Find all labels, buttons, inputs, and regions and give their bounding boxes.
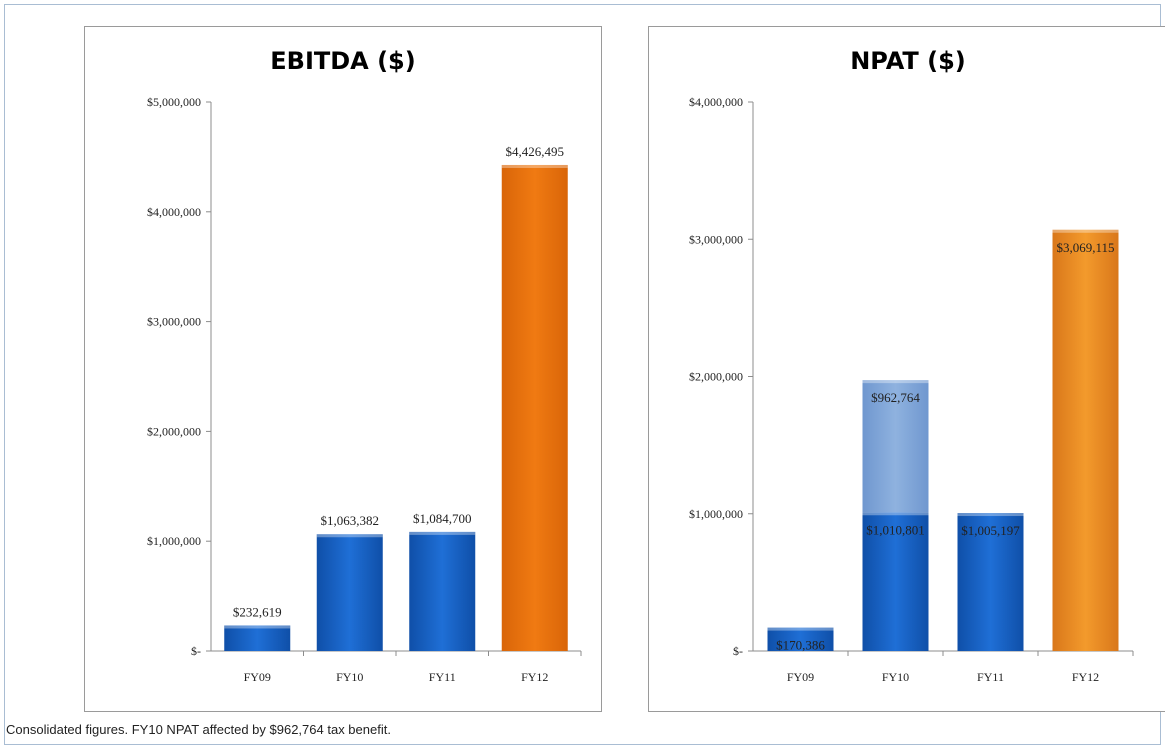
npat-bar-fy11	[957, 513, 1024, 651]
npat-chart-title: NPAT ($)	[850, 47, 966, 75]
y-tick-label: $5,000,000	[147, 95, 201, 109]
y-tick-label: $-	[733, 644, 743, 658]
data-label: $1,010,801	[866, 522, 925, 537]
data-label: $4,426,495	[506, 144, 565, 159]
npat-chart-panel: NPAT ($) $- $1,000,000 $2,000,000 $3,000,00…	[648, 26, 1165, 712]
x-tick-label: FY11	[977, 670, 1004, 684]
data-label: $1,005,197	[961, 523, 1020, 538]
y-tick-label: $4,000,000	[689, 95, 743, 109]
x-tick-label: FY10	[336, 670, 363, 684]
y-tick-label: $-	[191, 644, 201, 658]
y-tick-label: $2,000,000	[689, 370, 743, 384]
data-label: $3,069,115	[1056, 240, 1114, 255]
y-tick-label: $3,000,000	[147, 315, 201, 329]
bar-fy12	[501, 164, 568, 651]
x-tick-label: FY12	[521, 670, 548, 684]
data-label: $962,764	[871, 390, 920, 405]
ebitda-chart-title: EBITDA ($)	[270, 47, 416, 75]
bar-fy09	[224, 625, 291, 651]
y-tick-label: $1,000,000	[689, 507, 743, 521]
x-tick-label: FY09	[787, 670, 814, 684]
x-tick-label: FY12	[1072, 670, 1099, 684]
y-tick-label: $1,000,000	[147, 534, 201, 548]
figure-frame: EBITDA ($) $- $1,000,000 $2,000,000 $3,000,…	[4, 4, 1165, 745]
bar-highlight	[224, 625, 291, 629]
y-tick-label: $4,000,000	[147, 205, 201, 219]
bar-highlight	[409, 531, 476, 535]
caption-text: Consolidated figures. FY10 NPAT affected…	[6, 722, 391, 737]
bar-highlight	[862, 512, 929, 516]
x-tick-label: FY09	[244, 670, 271, 684]
data-label: $1,063,382	[321, 513, 380, 528]
bar-fy11	[409, 531, 476, 651]
ebitda-chart: $- $1,000,000 $2,000,000 $3,000,000 $4,000,0…	[147, 95, 582, 684]
npat-bar-fy10	[862, 512, 929, 651]
bar-highlight	[957, 513, 1024, 517]
y-tick-label: $3,000,000	[689, 232, 743, 246]
bar-fy10	[316, 534, 383, 651]
data-label: $170,386	[776, 638, 825, 653]
x-tick-label: FY11	[429, 670, 456, 684]
data-label: $1,084,700	[413, 511, 472, 526]
bar-highlight	[501, 164, 568, 168]
bar-highlight	[862, 380, 929, 384]
bar-highlight	[767, 627, 834, 631]
data-label: $232,619	[233, 604, 282, 619]
npat-chart: $- $1,000,000 $2,000,000 $3,000,000 $4,000,0…	[689, 95, 1134, 684]
npat-bar-fy12	[1052, 229, 1119, 651]
ebitda-chart-panel: EBITDA ($) $- $1,000,000 $2,000,000 $3,000,…	[84, 26, 602, 712]
npat-bar-fy09	[767, 627, 834, 651]
x-tick-label: FY10	[882, 670, 909, 684]
tax-benefit-bar-fy10	[862, 380, 929, 513]
bar-highlight	[1052, 229, 1119, 233]
bar-highlight	[316, 534, 383, 538]
y-tick-label: $2,000,000	[147, 424, 201, 438]
